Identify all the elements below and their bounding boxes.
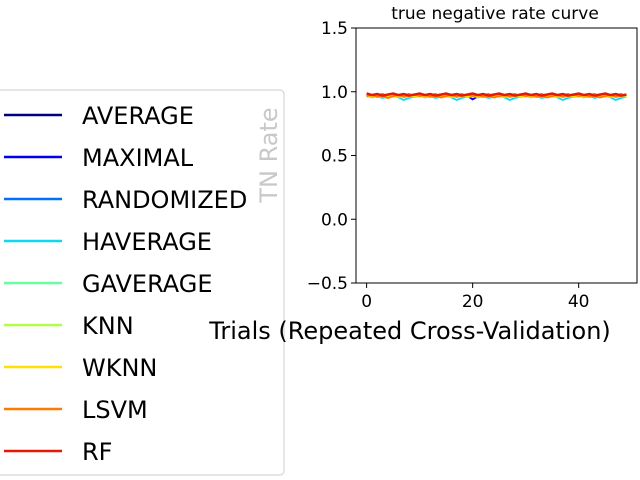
y-tick-label: 0.0 xyxy=(321,210,348,230)
x-tick-label: 40 xyxy=(568,292,590,312)
plot-area: −0.5 0.0 0.5 1.0 1.5 0 20 40 xyxy=(307,19,638,312)
legend-label-maximal: MAXIMAL xyxy=(82,144,194,172)
y-tick-label: −0.5 xyxy=(307,274,348,294)
y-tick-label: 0.5 xyxy=(321,147,348,167)
chart-title: true negative rate curve xyxy=(391,4,599,24)
y-tick-label: 1.5 xyxy=(321,19,348,39)
legend-label-knn: KNN xyxy=(82,312,134,340)
series-line-rf xyxy=(366,92,627,97)
y-axis-label: TN Rate xyxy=(255,107,283,203)
legend-label-haverage: HAVERAGE xyxy=(82,228,212,256)
x-tick-label: 20 xyxy=(462,292,484,312)
x-axis-label: Trials (Repeated Cross-Validation) xyxy=(208,317,611,345)
legend-label-average: AVERAGE xyxy=(82,102,194,130)
x-tick-label: 0 xyxy=(361,292,372,312)
legend: AVERAGE MAXIMAL RANDOMIZED HAVERAGE GAVERAGE… xyxy=(0,89,285,476)
legend-frame xyxy=(0,89,285,476)
legend-label-gaverage: GAVERAGE xyxy=(82,270,213,298)
legend-label-rf: RF xyxy=(82,438,112,466)
legend-label-wknn: WKNN xyxy=(82,354,157,382)
y-tick-label: 1.0 xyxy=(321,83,348,103)
legend-label-lsvm: LSVM xyxy=(82,396,148,424)
legend-label-randomized: RANDOMIZED xyxy=(82,186,247,214)
